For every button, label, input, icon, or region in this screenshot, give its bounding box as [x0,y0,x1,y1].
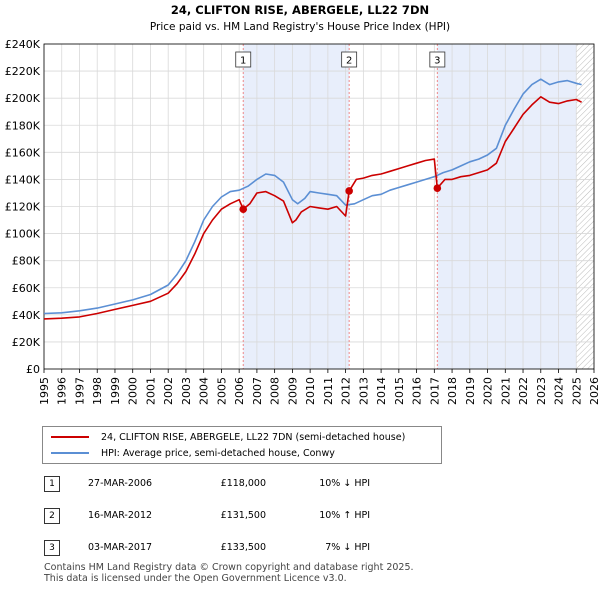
x-tick-label: 2005 [215,377,228,405]
x-tick-label: 2017 [428,377,441,405]
legend-swatch-property [51,436,89,438]
x-tick-label: 2001 [144,377,157,405]
y-tick-label: £220K [5,65,41,78]
y-tick-label: £200K [5,92,41,105]
sale-point [433,184,442,193]
x-tick-label: 2024 [553,377,566,405]
x-tick-label: 2006 [233,377,246,405]
y-tick-label: £0 [26,363,40,376]
x-tick-label: 2000 [127,377,140,405]
sale-label-number: 2 [346,56,352,67]
x-tick-label: 2003 [180,377,193,405]
footer-line-copyright: Contains HM Land Registry data © Crown c… [44,562,414,573]
x-tick-label: 2022 [517,377,530,405]
x-tick-label: 2010 [304,377,317,405]
x-tick-label: 2018 [446,377,459,405]
sale-number-badge: 1 [44,476,60,492]
y-tick-label: £100K [5,228,41,241]
sale-row: 1 27-MAR-2006 £118,000 10% ↓ HPI [0,474,600,494]
series-line-property [43,96,582,320]
x-tick-label: 2014 [375,377,388,405]
x-tick-label: 2004 [198,377,211,405]
y-tick-label: £80K [12,255,41,268]
y-tick-label: £20K [12,336,41,349]
sale-label-box [341,51,358,68]
sale-date: 27-MAR-2006 [88,478,153,489]
legend-label-hpi: HPI: Average price, semi-detached house,… [101,447,335,459]
chart-title: 24, CLIFTON RISE, ABERGELE, LL22 7DN [171,3,429,17]
sale-number-badge: 3 [44,540,60,556]
x-tick-label: 2019 [464,377,477,405]
y-tick-label: £180K [5,119,41,132]
plot-area: £0 £20K £40K £60K £80K £100K £120K £140K £160K £1… [5,38,600,405]
price-chart: 24, CLIFTON RISE, ABERGELE, LL22 7DN Pri… [5,3,600,405]
footer-attribution: Contains HM Land Registry data © Crown c… [44,562,414,584]
sale-row: 3 03-MAR-2017 £133,500 7% ↓ HPI [0,538,600,558]
x-tick-label: 2016 [411,377,424,405]
sale-number-badge: 2 [44,508,60,524]
y-tick-label: £240K [5,38,41,51]
x-tick-label: 1995 [38,377,51,405]
footer-line-licence: This data is licensed under the Open Gov… [44,573,347,584]
x-tick-label: 2011 [322,377,335,405]
sale-price: £118,000 [220,478,266,489]
x-tick-label: 2013 [357,377,370,405]
sale-hpi-diff: 10% ↑ HPI [319,510,370,521]
y-tick-label: £120K [5,201,41,214]
y-tick-label: £60K [12,282,41,295]
plot-frame [43,43,595,370]
sale-label-box [429,51,446,68]
x-tick-label: 2025 [570,377,583,405]
sale-price: £133,500 [220,542,266,553]
sale-label-number: 1 [240,56,246,67]
sale-point [239,205,248,214]
chart-subtitle: Price paid vs. HM Land Registry's House … [150,21,450,33]
x-tick-label: 2008 [269,377,282,405]
y-tick-label: £40K [12,309,41,322]
sale-price: £131,500 [220,510,266,521]
y-tick-label: £140K [5,173,41,186]
x-tick-label: 2015 [393,377,406,405]
x-tick-label: 1997 [73,377,86,405]
legend-item-hpi: HPI: Average price, semi-detached house,… [51,446,335,460]
x-tick-label: 2012 [340,377,353,405]
x-tick-label: 1998 [91,377,104,405]
x-tick-label: 1999 [109,377,122,405]
x-tick-label: 2021 [499,377,512,405]
sale-point [345,187,353,195]
sale-hpi-diff: 7% ↓ HPI [325,542,370,553]
sale-label-number: 3 [434,56,440,67]
sale-date: 16-MAR-2012 [88,510,153,521]
y-tick-label: £160K [5,146,41,159]
x-tick-label: 2007 [251,377,264,405]
sale-date: 03-MAR-2017 [88,542,153,553]
x-tick-label: 2002 [162,377,175,405]
x-tick-label: 2020 [482,377,495,405]
sale-hpi-diff: 10% ↓ HPI [319,478,370,489]
legend-label-property: 24, CLIFTON RISE, ABERGELE, LL22 7DN (se… [101,431,406,443]
sale-label-box [235,51,252,68]
legend: 24, CLIFTON RISE, ABERGELE, LL22 7DN (se… [42,426,442,464]
sale-row: 2 16-MAR-2012 £131,500 10% ↑ HPI [0,506,600,526]
series-line-hpi [43,78,582,315]
x-tick-label: 2026 [588,377,600,405]
x-tick-label: 2023 [535,377,548,405]
x-tick-label: 1996 [56,377,69,405]
x-tick-label: 2009 [286,377,299,405]
legend-item-property: 24, CLIFTON RISE, ABERGELE, LL22 7DN (se… [51,430,405,444]
legend-swatch-hpi [51,452,89,454]
